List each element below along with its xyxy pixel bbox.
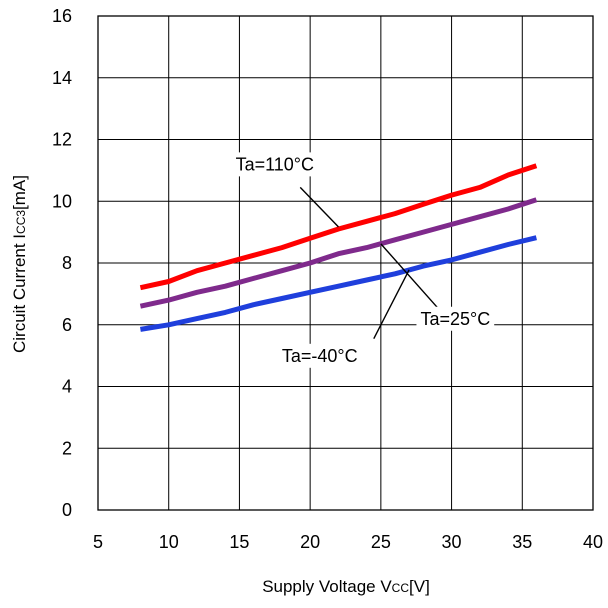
series-line — [139, 197, 538, 309]
y-tick-label: 12 — [52, 130, 72, 150]
y-tick-labels: 0 2 4 6 8 10 12 14 16 — [52, 6, 72, 520]
y-tick-label: 0 — [62, 500, 72, 520]
series-line — [139, 163, 538, 291]
annotation-leaders — [299, 186, 444, 339]
annotation-label: Ta=-40°C — [282, 346, 358, 366]
y-tick-label: 4 — [62, 377, 72, 397]
series-lines — [139, 163, 538, 332]
x-tick-label: 10 — [159, 532, 179, 552]
x-tick-label: 25 — [371, 532, 391, 552]
x-tick-label: 40 — [583, 532, 603, 552]
y-tick-label: 6 — [62, 315, 72, 335]
annotation-leader — [373, 269, 410, 339]
y-axis-label: Circuit Current ICC3[mA] — [10, 175, 29, 353]
x-axis-label: Supply Voltage VCC[V] — [262, 577, 430, 596]
x-tick-label: 20 — [300, 532, 320, 552]
y-tick-label: 16 — [52, 6, 72, 26]
series-line — [139, 235, 537, 332]
x-tick-label: 5 — [93, 532, 103, 552]
annotation-label: Ta=25°C — [420, 309, 490, 329]
annotations: Ta=110°C Ta=25°C Ta=-40°C — [231, 152, 495, 368]
grid — [97, 15, 594, 511]
y-tick-label: 2 — [62, 438, 72, 458]
annotation-background — [277, 343, 362, 368]
x-tick-label: 30 — [442, 532, 462, 552]
y-tick-label: 8 — [62, 253, 72, 273]
x-tick-label: 35 — [512, 532, 532, 552]
annotation-leader — [299, 186, 339, 228]
annotation-background — [416, 306, 495, 331]
plot-frame — [97, 15, 594, 511]
annotation-background — [231, 152, 318, 177]
x-tick-label: 15 — [229, 532, 249, 552]
annotation-label: Ta=110°C — [236, 154, 314, 174]
y-tick-label: 10 — [52, 191, 72, 211]
x-tick-labels: 5 10 15 20 25 30 35 40 — [93, 532, 603, 552]
annotation-leader — [380, 243, 444, 315]
y-tick-label: 14 — [52, 68, 72, 88]
